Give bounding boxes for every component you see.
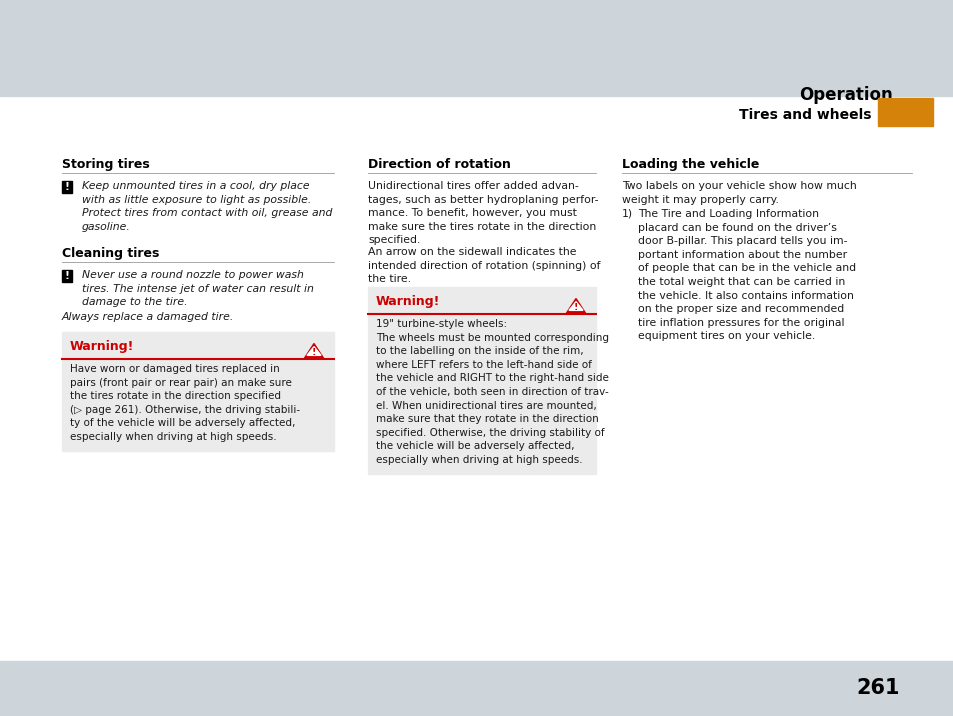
Text: Loading the vehicle: Loading the vehicle xyxy=(621,158,759,171)
Text: Two labels on your vehicle show how much
weight it may properly carry.: Two labels on your vehicle show how much… xyxy=(621,181,856,205)
Text: 1): 1) xyxy=(621,209,633,219)
Text: The Tire and Loading Information
placard can be found on the driver’s
door B-pil: The Tire and Loading Information placard… xyxy=(638,209,855,342)
Text: Storing tires: Storing tires xyxy=(62,158,150,171)
Text: Have worn or damaged tires replaced in
pairs (front pair or rear pair) an make s: Have worn or damaged tires replaced in p… xyxy=(70,364,300,442)
Text: Warning!: Warning! xyxy=(70,340,134,353)
Text: Always replace a damaged tire.: Always replace a damaged tire. xyxy=(62,312,234,322)
Text: !: ! xyxy=(65,271,70,281)
Text: Warning!: Warning! xyxy=(375,295,440,308)
Bar xyxy=(62,332,334,451)
Text: 261: 261 xyxy=(856,679,899,699)
Text: Operation: Operation xyxy=(799,86,892,104)
Text: !: ! xyxy=(312,348,315,357)
Text: Cleaning tires: Cleaning tires xyxy=(62,247,159,260)
Text: Never use a round nozzle to power wash
tires. The intense jet of water can resul: Never use a round nozzle to power wash t… xyxy=(82,270,314,307)
Polygon shape xyxy=(566,299,585,314)
Text: Direction of rotation: Direction of rotation xyxy=(368,158,511,171)
Text: Keep unmounted tires in a cool, dry place
with as little exposure to light as po: Keep unmounted tires in a cool, dry plac… xyxy=(82,181,332,232)
Bar xyxy=(877,98,932,126)
Text: Unidirectional tires offer added advan-
tages, such as better hydroplaning perfo: Unidirectional tires offer added advan- … xyxy=(368,181,598,246)
Polygon shape xyxy=(568,301,582,310)
Text: An arrow on the sidewall indicates the
intended direction of rotation (spinning): An arrow on the sidewall indicates the i… xyxy=(368,247,599,284)
Bar xyxy=(62,181,72,193)
Text: !: ! xyxy=(573,303,578,311)
Bar xyxy=(0,0,953,96)
Bar xyxy=(62,270,72,282)
Text: Tires and wheels: Tires and wheels xyxy=(739,108,871,122)
Bar xyxy=(0,661,953,716)
Polygon shape xyxy=(307,347,320,355)
Text: !: ! xyxy=(65,182,70,192)
Text: 19" turbine-style wheels:
The wheels must be mounted corresponding
to the labell: 19" turbine-style wheels: The wheels mus… xyxy=(375,319,608,465)
Polygon shape xyxy=(304,344,323,359)
Bar xyxy=(368,287,596,473)
